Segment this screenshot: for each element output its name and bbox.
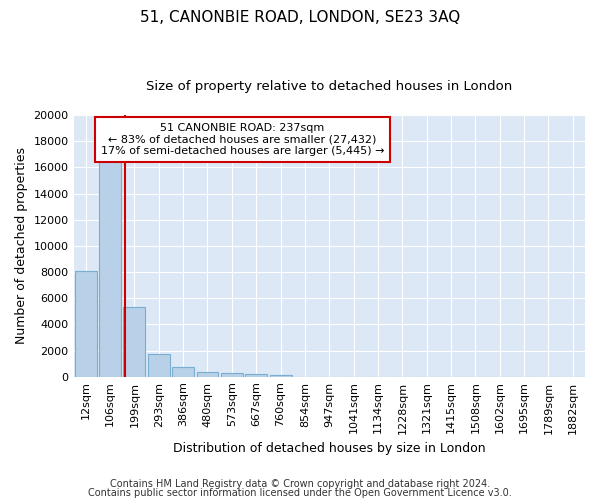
Bar [197,372,218,376]
Bar [99,160,121,376]
Bar [75,270,97,376]
Title: Size of property relative to detached houses in London: Size of property relative to detached ho… [146,80,512,93]
Bar [172,367,194,376]
Bar [124,308,145,376]
Text: Contains public sector information licensed under the Open Government Licence v3: Contains public sector information licen… [88,488,512,498]
Bar [148,354,170,376]
Bar [245,374,267,376]
Bar [269,374,292,376]
Text: Contains HM Land Registry data © Crown copyright and database right 2024.: Contains HM Land Registry data © Crown c… [110,479,490,489]
Bar [221,373,243,376]
Y-axis label: Number of detached properties: Number of detached properties [15,148,28,344]
Text: 51, CANONBIE ROAD, LONDON, SE23 3AQ: 51, CANONBIE ROAD, LONDON, SE23 3AQ [140,10,460,25]
X-axis label: Distribution of detached houses by size in London: Distribution of detached houses by size … [173,442,485,455]
Text: 51 CANONBIE ROAD: 237sqm
← 83% of detached houses are smaller (27,432)
17% of se: 51 CANONBIE ROAD: 237sqm ← 83% of detach… [101,123,384,156]
